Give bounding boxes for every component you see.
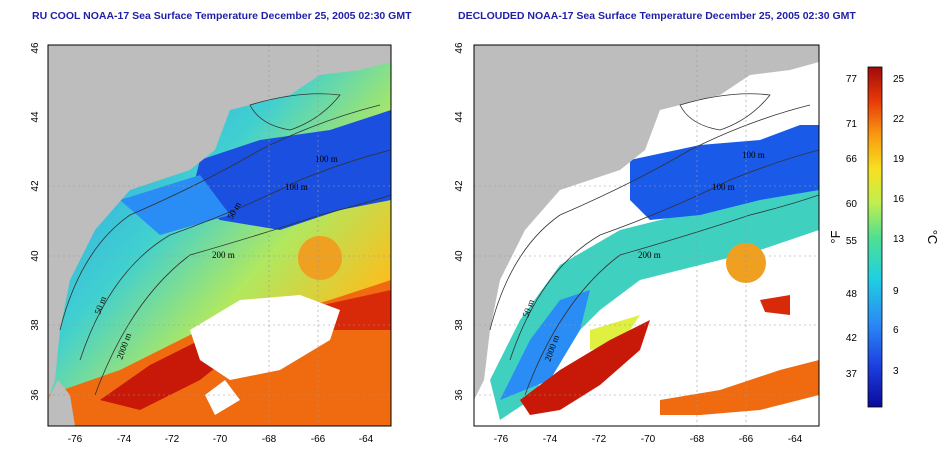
cool-shelf-water (120, 175, 230, 235)
colorbar: °F °C 77 71 66 60 55 48 42 37 25 22 19 1… (828, 66, 940, 408)
right-map: 100 m 100 m 200 m 50 m 2000 m (474, 45, 819, 426)
land-mass (48, 45, 391, 400)
cold-water-region (630, 125, 819, 220)
contour-label: 100 m (315, 154, 338, 164)
lat-tick: 44 (30, 111, 41, 123)
lon-tick: -76 (68, 434, 83, 445)
lat-tick: 40 (30, 250, 41, 262)
contour-50m (59, 104, 381, 331)
celsius-tick: 6 (893, 325, 899, 336)
contour-label: 200 m (212, 250, 235, 260)
lat-tick: 46 (454, 42, 465, 54)
lon-tick: -74 (543, 434, 558, 445)
celsius-tick: 9 (893, 286, 899, 297)
lat-tick: 38 (30, 319, 41, 331)
fahrenheit-tick: 71 (846, 119, 858, 130)
lon-tick: -72 (165, 434, 180, 445)
cool-coastal-water (500, 290, 590, 400)
colorbar-gradient (867, 66, 883, 408)
lon-tick: -66 (311, 434, 326, 445)
right-map-title: DECLOUDED NOAA-17 Sea Surface Temperatur… (458, 10, 856, 22)
lon-tick: -66 (739, 434, 754, 445)
celsius-tick: 19 (893, 154, 905, 165)
right-map-frame (473, 44, 820, 427)
contour-bank (249, 93, 341, 131)
warm-shelf-break (590, 315, 640, 350)
contour-2000m (524, 194, 819, 396)
celsius-tick: 25 (893, 74, 905, 85)
fahrenheit-tick: 77 (846, 74, 858, 85)
celsius-tick: 16 (893, 194, 905, 205)
gulf-stream-core (520, 320, 650, 415)
left-lon-axis: -76 -74 -72 -70 -68 -66 -64 (68, 434, 374, 445)
left-map: 100 m 100 m 50 m 200 m 50 m 2000 m (48, 45, 391, 426)
contour-bank (679, 93, 771, 131)
celsius-tick: 22 (893, 114, 905, 125)
warm-sst-patches (660, 360, 819, 415)
left-map-frame (47, 44, 392, 427)
contour-label: 100 m (285, 182, 308, 192)
lon-tick: -76 (494, 434, 509, 445)
land-mass-south (48, 380, 75, 426)
celsius-tick: 3 (893, 366, 899, 377)
cold-water-region (190, 110, 391, 230)
fahrenheit-tick: 42 (846, 333, 858, 344)
fahrenheit-label: °F (828, 230, 843, 243)
contour-2000m (94, 194, 391, 396)
fahrenheit-tick: 66 (846, 154, 858, 165)
left-map-title: RU COOL NOAA-17 Sea Surface Temperature … (32, 10, 412, 22)
lon-tick: -64 (788, 434, 803, 445)
lat-tick: 38 (454, 319, 465, 331)
contour-200m (509, 149, 819, 361)
contour-label: 200 m (638, 250, 661, 260)
fahrenheit-tick: 60 (846, 199, 858, 210)
fahrenheit-tick: 37 (846, 369, 858, 380)
lat-tick: 42 (30, 180, 41, 192)
land-mass (474, 45, 819, 400)
left-lat-axis: 46 44 42 40 38 36 (30, 42, 41, 401)
lat-tick: 36 (454, 389, 465, 401)
lon-tick: -68 (690, 434, 705, 445)
cloud-cover (190, 295, 340, 380)
contour-label: 100 m (742, 150, 765, 160)
contour-50m (489, 104, 811, 331)
lon-tick: -64 (359, 434, 374, 445)
lon-tick: -68 (262, 434, 277, 445)
cloud-patch (205, 380, 240, 415)
warm-core-ring (298, 236, 342, 280)
celsius-tick: 13 (893, 234, 905, 245)
grid-lines (48, 45, 391, 426)
lat-tick: 40 (454, 250, 465, 262)
lat-tick: 44 (454, 111, 465, 123)
right-lon-axis: -76 -74 -72 -70 -68 -66 -64 (494, 434, 803, 445)
contour-200m (79, 149, 391, 361)
lon-tick: -74 (117, 434, 132, 445)
fahrenheit-tick: 48 (846, 289, 858, 300)
warm-core-ring (726, 243, 766, 283)
fahrenheit-tick: 55 (846, 236, 858, 247)
contour-label: 100 m (712, 182, 735, 192)
shelf-water (490, 185, 819, 420)
warm-eddy (760, 295, 790, 315)
lon-tick: -70 (641, 434, 656, 445)
celsius-label: °C (925, 230, 940, 245)
lat-tick: 42 (454, 180, 465, 192)
lon-tick: -70 (213, 434, 228, 445)
lat-tick: 46 (30, 42, 41, 54)
lat-tick: 36 (30, 389, 41, 401)
grid-lines (474, 45, 819, 426)
right-lat-axis: 46 44 42 40 38 36 (454, 42, 465, 401)
lon-tick: -72 (592, 434, 607, 445)
